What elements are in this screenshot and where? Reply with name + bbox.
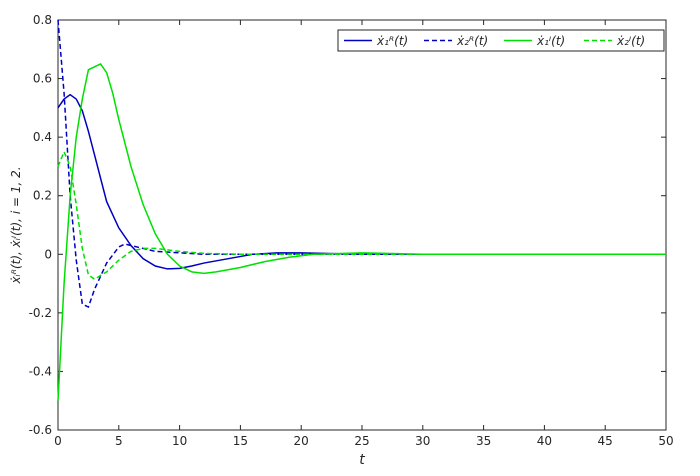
x-tick-label: 30: [415, 434, 430, 448]
y-tick-label: 0.6: [33, 72, 52, 86]
legend-label: ẋ₁ᴵ(t): [536, 34, 565, 48]
y-axis-label: ẋᵢᴿ(t), ẋᵢᴵ(t), i = 1, 2.: [9, 166, 23, 284]
legend-label: ẋ₂ᴿ(t): [456, 34, 488, 48]
x-tick-label: 0: [54, 434, 62, 448]
legend-label: ẋ₁ᴿ(t): [376, 34, 408, 48]
y-tick-label: -0.4: [29, 364, 52, 378]
series-line: [57, 93, 666, 270]
series-line: [57, 19, 666, 309]
y-tick-label: 0.2: [33, 189, 52, 203]
y-tick-label: -0.6: [29, 423, 52, 437]
x-tick-label: 45: [598, 434, 613, 448]
y-tick-label: 0: [44, 247, 52, 261]
y-tick-label: -0.2: [29, 306, 52, 320]
series-line: [57, 62, 666, 401]
x-tick-label: 15: [233, 434, 248, 448]
x-tick-label: 40: [537, 434, 552, 448]
x-tick-label: 25: [354, 434, 369, 448]
y-tick-label: 0.8: [33, 13, 52, 27]
plot-frame: [57, 19, 667, 431]
x-tick-label: 10: [172, 434, 187, 448]
y-tick-label: 0.4: [33, 130, 52, 144]
x-tick-label: 50: [658, 434, 673, 448]
legend-box: [337, 29, 665, 52]
x-tick-label: 5: [115, 434, 123, 448]
legend-label: ẋ₂ᴵ(t): [616, 34, 645, 48]
x-tick-label: 35: [476, 434, 491, 448]
x-tick-label: 20: [294, 434, 309, 448]
x-axis-label: t: [359, 452, 365, 468]
series-line: [57, 149, 666, 281]
